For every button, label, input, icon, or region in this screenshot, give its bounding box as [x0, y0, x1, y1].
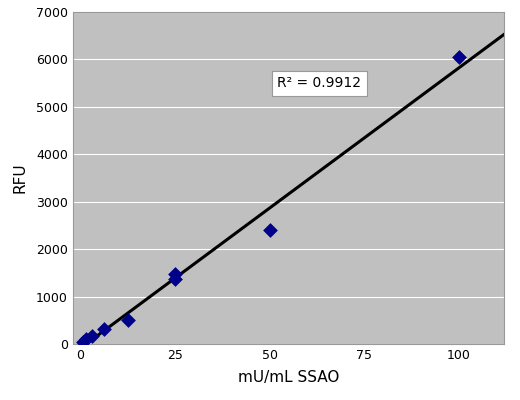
Point: [266, 227, 274, 233]
Point: [455, 54, 463, 60]
Y-axis label: RFU: RFU: [12, 163, 28, 193]
Point: [82, 336, 90, 342]
Text: R² = 0.9912: R² = 0.9912: [277, 76, 361, 90]
X-axis label: mU/mL SSAO: mU/mL SSAO: [238, 370, 339, 385]
Point: [171, 271, 179, 278]
Point: [124, 317, 132, 323]
Point: [171, 275, 179, 282]
Point: [79, 338, 87, 345]
Point: [100, 326, 108, 332]
Point: [88, 332, 96, 339]
